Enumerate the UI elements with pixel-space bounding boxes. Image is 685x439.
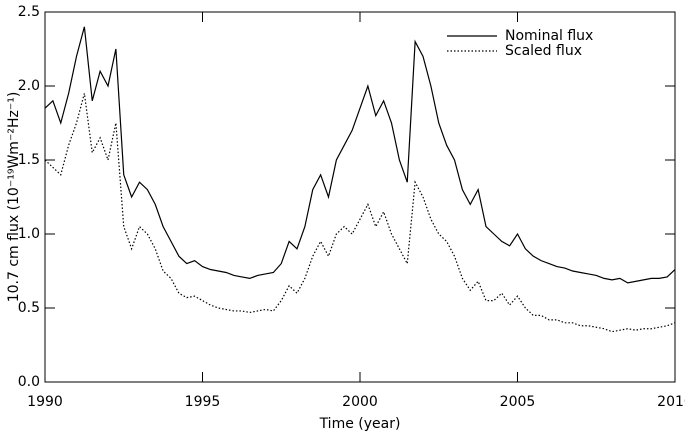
y-tick-label: 1.0 xyxy=(18,226,40,242)
y-tick-label: 2.0 xyxy=(18,78,40,94)
y-tick-label: 1.5 xyxy=(18,152,40,168)
x-tick-label: 1990 xyxy=(27,394,63,410)
x-tick-label: 2005 xyxy=(500,394,536,410)
series-line xyxy=(44,26,676,284)
x-tick-label: 1995 xyxy=(185,394,221,410)
y-axis-label: 10.7 cm flux (10⁻¹⁹Wm⁻²Hz⁻¹) xyxy=(6,92,22,303)
y-tick-label: 0.0 xyxy=(18,374,40,390)
legend-label: Scaled flux xyxy=(505,43,582,59)
x-tick-label: 2010 xyxy=(657,394,685,410)
series-line xyxy=(44,93,676,333)
plot-frame xyxy=(44,11,676,383)
y-tick-label: 0.5 xyxy=(18,300,40,316)
y-tick-label: 2.5 xyxy=(18,4,40,20)
legend-label: Nominal flux xyxy=(505,28,593,44)
x-axis-label: Time (year) xyxy=(319,416,401,432)
x-tick-label: 2000 xyxy=(342,394,378,410)
